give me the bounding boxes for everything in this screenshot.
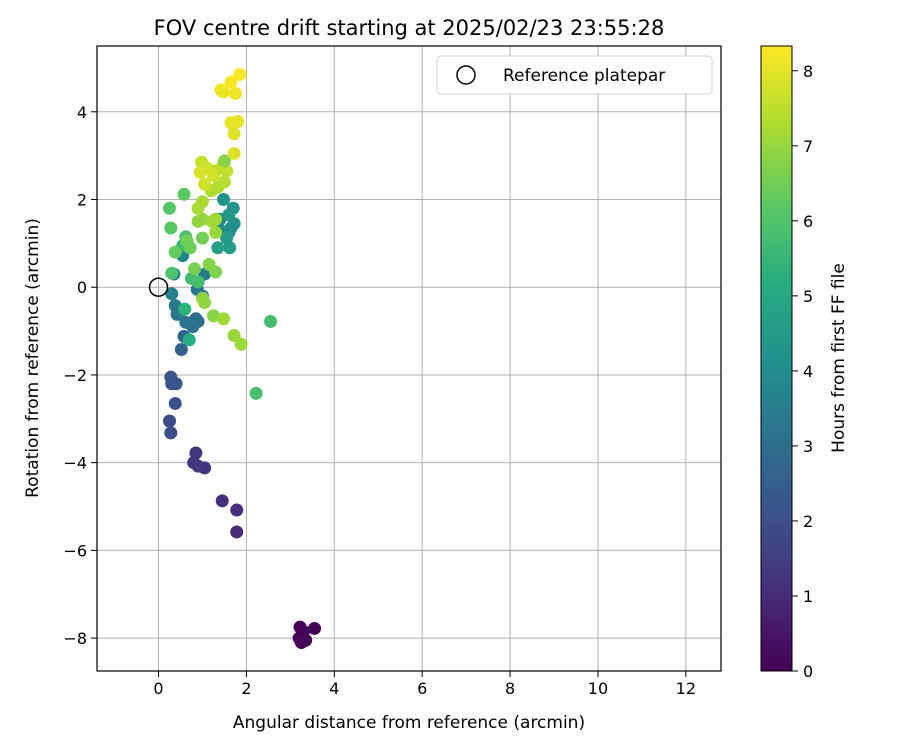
data-point [308, 621, 322, 635]
data-point [294, 635, 308, 649]
legend-entry: Reference platepar [503, 66, 665, 86]
x-tick-label: 2 [241, 679, 251, 698]
colorbar-gradient [760, 45, 793, 672]
data-point [230, 503, 244, 517]
data-point [224, 75, 238, 89]
colorbar-tick-label: 3 [803, 437, 813, 456]
data-point [206, 309, 220, 323]
colorbar-tick-label: 1 [803, 587, 813, 606]
legend-box [436, 55, 713, 95]
x-tick-label: 0 [153, 679, 163, 698]
y-tick-label: −2 [63, 366, 87, 385]
legend-marker [456, 65, 476, 85]
colorbar-tick-label: 0 [803, 662, 813, 681]
data-point [191, 459, 205, 473]
data-point [227, 127, 241, 141]
x-tick-label: 10 [588, 679, 608, 698]
y-tick-label: 2 [77, 191, 87, 210]
data-point [231, 114, 245, 128]
data-point [179, 315, 193, 329]
data-point [182, 333, 196, 347]
colorbar: 0 1 2 3 4 5 6 7 8 Hours from first FF file [760, 45, 849, 681]
data-point [195, 195, 209, 209]
y-tick-label: 0 [77, 278, 87, 297]
colorbar-tick-label: 8 [803, 62, 813, 81]
data-point [234, 337, 248, 351]
data-point [249, 386, 263, 400]
data-point [198, 296, 212, 310]
colorbar-tick-label: 2 [803, 512, 813, 531]
y-tick-label: −4 [63, 454, 87, 473]
reference-platepar-marker [148, 277, 169, 297]
grid [97, 46, 721, 671]
x-tick-label: 12 [676, 679, 696, 698]
colorbar-label: Hours from first FF file [829, 263, 849, 453]
data-point [178, 302, 192, 316]
data-point [297, 625, 311, 639]
data-point [209, 212, 223, 226]
data-point [169, 377, 183, 391]
y-tick-label: −6 [63, 541, 87, 560]
data-point [233, 68, 247, 82]
colorbar-tick-label: 6 [803, 212, 813, 231]
plot-frame [96, 45, 722, 672]
data-point [177, 187, 191, 201]
colorbar-tick-label: 7 [803, 137, 813, 156]
data-point [211, 241, 225, 255]
data-point [222, 208, 236, 222]
data-point [228, 86, 242, 100]
data-point [217, 85, 231, 99]
data-point [217, 193, 231, 207]
data-point [220, 164, 234, 178]
x-tick-label: 4 [329, 679, 339, 698]
data-point [215, 494, 229, 508]
data-point [217, 312, 231, 326]
data-point [264, 314, 278, 328]
data-point [189, 446, 203, 460]
data-point [168, 396, 182, 410]
data-point [217, 154, 231, 168]
y-tick-label: 4 [77, 103, 87, 122]
colorbar-tick-label: 4 [803, 362, 813, 381]
colorbar-tick-label: 5 [803, 287, 813, 306]
data-point [165, 266, 179, 280]
data-points [163, 68, 322, 649]
x-tick-label: 8 [505, 679, 515, 698]
data-point [164, 221, 178, 235]
data-point [174, 343, 188, 357]
data-point [168, 245, 182, 259]
data-point [202, 257, 216, 271]
data-point [206, 168, 220, 182]
data-point [195, 212, 209, 226]
x-axis-label: Angular distance from reference (arcmin) [233, 713, 585, 733]
data-point [230, 525, 244, 539]
y-axis: −8 −6 −4 −2 0 2 4 [63, 103, 97, 648]
data-point [164, 426, 178, 440]
legend: Reference platepar [436, 55, 713, 95]
x-axis: 0 2 4 6 8 10 12 [153, 671, 696, 698]
y-tick-label: −8 [63, 629, 87, 648]
data-point [165, 287, 179, 301]
data-point [217, 175, 231, 189]
data-point [227, 328, 241, 342]
data-point [223, 241, 237, 255]
y-axis-label: Rotation from reference (arcmin) [23, 218, 43, 498]
data-point [163, 414, 177, 428]
data-point [209, 225, 223, 239]
data-point [163, 201, 177, 215]
chart-title: FOV centre drift starting at 2025/02/23 … [154, 16, 665, 40]
data-point [180, 234, 194, 248]
x-tick-label: 6 [417, 679, 427, 698]
data-point [195, 231, 209, 245]
data-point [193, 165, 207, 179]
data-point [198, 177, 212, 191]
data-point [191, 275, 205, 289]
data-point [227, 146, 241, 160]
data-point [188, 262, 202, 276]
